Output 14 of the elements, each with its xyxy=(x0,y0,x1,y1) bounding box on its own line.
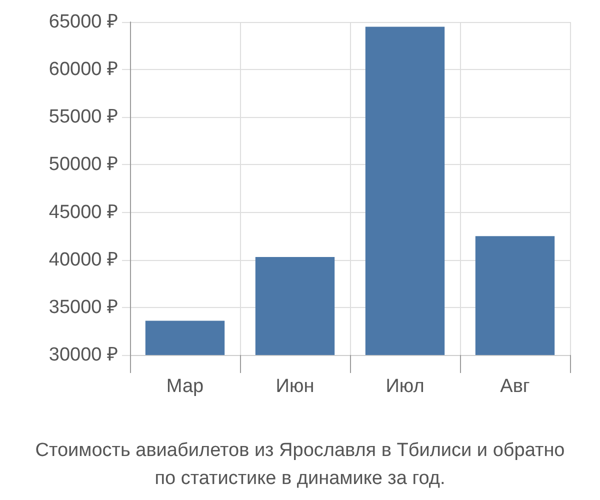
y-tick-label: 35000 ₽ xyxy=(48,296,118,318)
y-tick-label: 50000 ₽ xyxy=(48,154,118,176)
x-tick-label: Мар xyxy=(166,376,204,397)
y-tick-label: 45000 ₽ xyxy=(48,202,118,223)
text: Стоимость авиабилетов из Ярославля в Тбилиси и обратно xyxy=(35,440,565,461)
text: по статистике в динамике за год. xyxy=(154,468,446,489)
y-tick-label: 40000 ₽ xyxy=(48,249,118,270)
y-tick-label: 65000 ₽ xyxy=(48,12,118,32)
y-tick-label: 55000 ₽ xyxy=(48,106,118,128)
x-tick-label: Авг xyxy=(500,376,530,397)
y-tick-label: 30000 ₽ xyxy=(48,344,118,366)
y-tick-label: 60000 ₽ xyxy=(48,59,118,80)
x-tick-label: Июл xyxy=(386,376,424,397)
x-tick-label: Июн xyxy=(276,376,314,397)
